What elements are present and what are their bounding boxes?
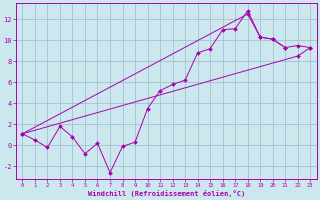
- X-axis label: Windchill (Refroidissement éolien,°C): Windchill (Refroidissement éolien,°C): [88, 190, 245, 197]
